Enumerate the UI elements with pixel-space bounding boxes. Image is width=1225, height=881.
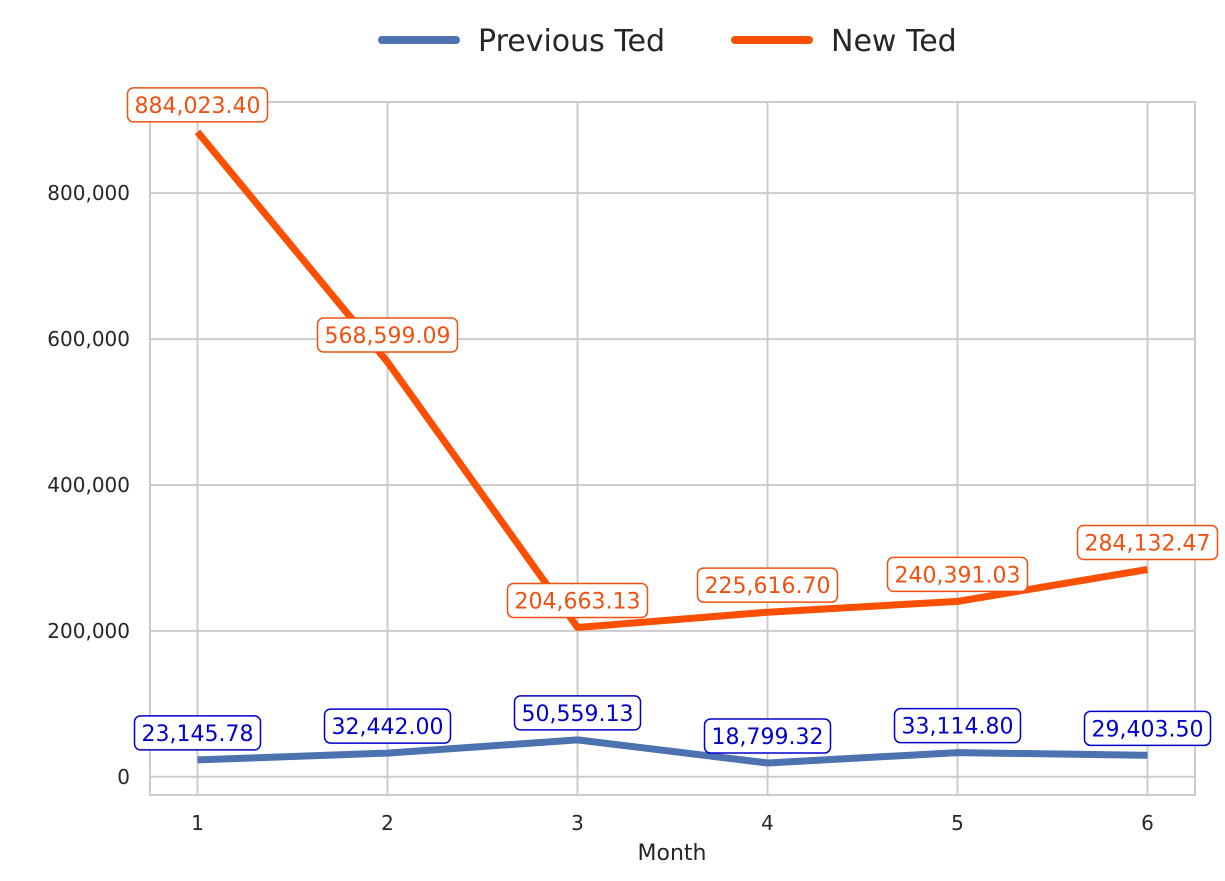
- tick-labels: 1 2 3 4 5 6 0 200,000 400,000 600,000 800,000: [47, 181, 1154, 835]
- data-label-text: 225,616.70: [705, 574, 831, 599]
- data-label-text: 240,391.03: [895, 563, 1021, 588]
- data-label-text: 33,114.80: [902, 715, 1014, 740]
- data-label: 23,145.78: [133, 715, 262, 751]
- legend: Previous Ted New Ted: [378, 24, 957, 59]
- x-tick-label: 1: [191, 811, 204, 835]
- plot-frame: [149, 101, 1196, 796]
- data-label: 884,023.40: [126, 87, 269, 123]
- data-label-box: [1076, 524, 1219, 561]
- data-labels: 23,145.78 32,442.00 50,559.13 18,799.32 33,1…: [126, 87, 1219, 754]
- data-label: 29,403.50: [1083, 710, 1212, 747]
- data-label-box: [506, 582, 649, 619]
- data-label-text: 32,442.00: [332, 715, 444, 740]
- y-tick-label: 600,000: [47, 327, 130, 351]
- data-label: 18,799.32: [703, 718, 832, 754]
- x-tick-label: 4: [761, 811, 774, 835]
- data-label-box: [1083, 710, 1212, 747]
- series-line-previous-ted: [197, 736, 1148, 767]
- data-label: 32,442.00: [323, 708, 452, 744]
- data-label-box: [703, 718, 832, 754]
- data-label-text: 23,145.78: [142, 722, 254, 747]
- data-label: 50,559.13: [513, 695, 642, 731]
- data-label-box: [126, 87, 269, 123]
- y-tick-label: 400,000: [47, 473, 130, 497]
- x-tick-label: 3: [571, 811, 584, 835]
- y-tick-label: 200,000: [47, 619, 130, 643]
- x-tick-label: 6: [1141, 811, 1154, 835]
- data-label: 225,616.70: [696, 567, 839, 603]
- data-label-box: [323, 708, 452, 744]
- data-label-text: 29,403.50: [1092, 717, 1204, 742]
- y-tick-label: 800,000: [47, 181, 130, 205]
- grid-lines: [150, 102, 1195, 795]
- x-axis-title: Month: [638, 841, 707, 866]
- data-label: 284,132.47: [1076, 524, 1219, 561]
- plot-area: [150, 102, 1195, 795]
- x-tick-label: 2: [381, 811, 394, 835]
- data-label-text: 18,799.32: [712, 725, 824, 750]
- legend-label: Previous Ted: [478, 24, 665, 59]
- data-label-box: [696, 567, 839, 603]
- data-label-box: [133, 715, 262, 751]
- data-label-box: [513, 695, 642, 731]
- data-label-box: [316, 317, 459, 353]
- data-label: 204,663.13: [506, 582, 649, 619]
- data-label-text: 884,023.40: [135, 94, 261, 119]
- legend-label: New Ted: [831, 24, 957, 59]
- data-label: 33,114.80: [893, 707, 1022, 744]
- data-label-box: [893, 707, 1022, 744]
- data-label-text: 568,599.09: [325, 324, 451, 349]
- data-label: 568,599.09: [316, 317, 459, 353]
- data-label-box: [886, 556, 1029, 593]
- y-tick-label: 0: [117, 765, 130, 789]
- x-tick-label: 5: [951, 811, 964, 835]
- data-label-text: 204,663.13: [515, 589, 641, 614]
- data-label-text: 50,559.13: [522, 702, 634, 727]
- data-label: 240,391.03: [886, 556, 1029, 593]
- data-label-text: 284,132.47: [1085, 531, 1211, 556]
